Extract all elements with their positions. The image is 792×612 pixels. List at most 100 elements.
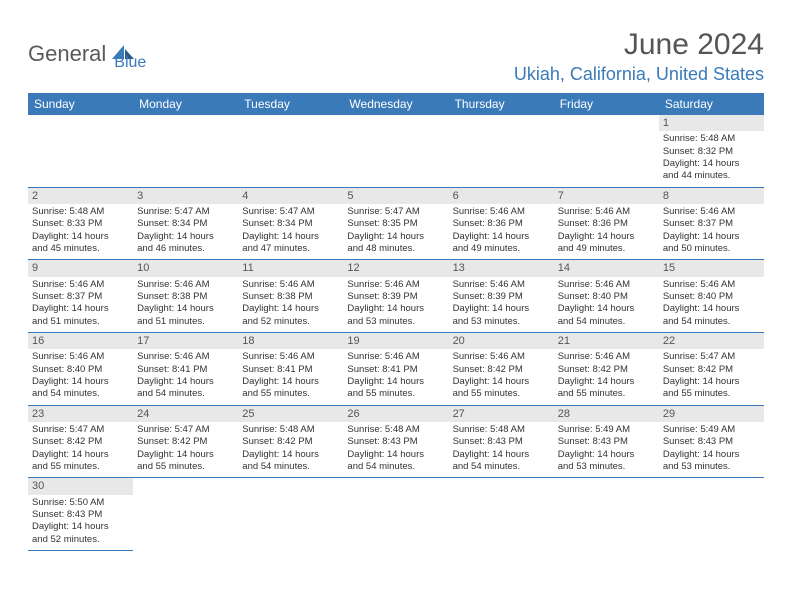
- cell-text-sunset: Sunset: 8:43 PM: [663, 436, 760, 448]
- cell-text-sunrise: Sunrise: 5:47 AM: [137, 206, 234, 218]
- cell-body: Sunrise: 5:46 AMSunset: 8:41 PMDaylight:…: [133, 350, 238, 404]
- cell-text-d2: and 50 minutes.: [663, 243, 760, 255]
- day-number: 14: [554, 260, 659, 276]
- calendar-cell: [554, 115, 659, 187]
- cell-text-sunrise: Sunrise: 5:46 AM: [347, 279, 444, 291]
- cell-body: Sunrise: 5:46 AMSunset: 8:42 PMDaylight:…: [449, 350, 554, 404]
- calendar-cell: [554, 478, 659, 551]
- cell-text-sunset: Sunset: 8:42 PM: [663, 364, 760, 376]
- cell-text-d1: Daylight: 14 hours: [242, 376, 339, 388]
- cell-body: Sunrise: 5:48 AMSunset: 8:43 PMDaylight:…: [449, 423, 554, 477]
- weeks-container: 1Sunrise: 5:48 AMSunset: 8:32 PMDaylight…: [28, 115, 764, 551]
- cell-text-d2: and 55 minutes.: [32, 461, 129, 473]
- cell-text-d1: Daylight: 14 hours: [558, 376, 655, 388]
- day-number: 20: [449, 333, 554, 349]
- day-number: 1: [659, 115, 764, 131]
- cell-body: Sunrise: 5:46 AMSunset: 8:37 PMDaylight:…: [659, 205, 764, 259]
- calendar-cell: 17Sunrise: 5:46 AMSunset: 8:41 PMDayligh…: [133, 333, 238, 405]
- calendar-cell: [449, 478, 554, 551]
- calendar-cell: [449, 115, 554, 187]
- cell-text-sunset: Sunset: 8:41 PM: [137, 364, 234, 376]
- day-number: 4: [238, 188, 343, 204]
- calendar-cell: 26Sunrise: 5:48 AMSunset: 8:43 PMDayligh…: [343, 406, 448, 478]
- cell-body: Sunrise: 5:48 AMSunset: 8:33 PMDaylight:…: [28, 205, 133, 259]
- cell-body: Sunrise: 5:46 AMSunset: 8:38 PMDaylight:…: [133, 278, 238, 332]
- calendar-cell: 21Sunrise: 5:46 AMSunset: 8:42 PMDayligh…: [554, 333, 659, 405]
- calendar-cell: 5Sunrise: 5:47 AMSunset: 8:35 PMDaylight…: [343, 188, 448, 260]
- day-header: Friday: [554, 93, 659, 115]
- cell-text-d1: Daylight: 14 hours: [137, 376, 234, 388]
- cell-text-d2: and 44 minutes.: [663, 170, 760, 182]
- cell-text-sunset: Sunset: 8:37 PM: [32, 291, 129, 303]
- cell-text-d2: and 55 minutes.: [453, 388, 550, 400]
- calendar-cell: [343, 478, 448, 551]
- cell-text-sunrise: Sunrise: 5:48 AM: [347, 424, 444, 436]
- cell-text-sunrise: Sunrise: 5:46 AM: [137, 351, 234, 363]
- calendar-cell: 23Sunrise: 5:47 AMSunset: 8:42 PMDayligh…: [28, 406, 133, 478]
- week-row: 23Sunrise: 5:47 AMSunset: 8:42 PMDayligh…: [28, 406, 764, 479]
- cell-body: Sunrise: 5:46 AMSunset: 8:40 PMDaylight:…: [28, 350, 133, 404]
- day-number: 3: [133, 188, 238, 204]
- calendar-cell: [659, 478, 764, 551]
- cell-text-d2: and 54 minutes.: [347, 461, 444, 473]
- cell-text-d1: Daylight: 14 hours: [32, 521, 129, 533]
- day-number: 26: [343, 406, 448, 422]
- day-number: 19: [343, 333, 448, 349]
- day-number: 8: [659, 188, 764, 204]
- cell-text-d2: and 47 minutes.: [242, 243, 339, 255]
- cell-text-d2: and 54 minutes.: [453, 461, 550, 473]
- cell-text-sunrise: Sunrise: 5:47 AM: [347, 206, 444, 218]
- cell-text-sunrise: Sunrise: 5:46 AM: [453, 351, 550, 363]
- cell-body: Sunrise: 5:46 AMSunset: 8:40 PMDaylight:…: [554, 278, 659, 332]
- day-header: Wednesday: [343, 93, 448, 115]
- cell-text-d1: Daylight: 14 hours: [347, 303, 444, 315]
- cell-text-sunset: Sunset: 8:40 PM: [558, 291, 655, 303]
- cell-body: Sunrise: 5:48 AMSunset: 8:43 PMDaylight:…: [343, 423, 448, 477]
- cell-text-sunrise: Sunrise: 5:46 AM: [32, 351, 129, 363]
- cell-text-d1: Daylight: 14 hours: [32, 449, 129, 461]
- cell-text-sunset: Sunset: 8:40 PM: [663, 291, 760, 303]
- cell-text-d1: Daylight: 14 hours: [137, 231, 234, 243]
- day-header: Sunday: [28, 93, 133, 115]
- calendar-cell: 8Sunrise: 5:46 AMSunset: 8:37 PMDaylight…: [659, 188, 764, 260]
- calendar-cell: [343, 115, 448, 187]
- calendar-cell: 2Sunrise: 5:48 AMSunset: 8:33 PMDaylight…: [28, 188, 133, 260]
- location: Ukiah, California, United States: [514, 64, 764, 85]
- day-number: 2: [28, 188, 133, 204]
- cell-text-sunset: Sunset: 8:43 PM: [453, 436, 550, 448]
- cell-text-sunset: Sunset: 8:33 PM: [32, 218, 129, 230]
- day-number: 25: [238, 406, 343, 422]
- cell-text-d2: and 53 minutes.: [347, 316, 444, 328]
- cell-body: Sunrise: 5:46 AMSunset: 8:41 PMDaylight:…: [343, 350, 448, 404]
- cell-text-sunset: Sunset: 8:43 PM: [558, 436, 655, 448]
- cell-text-sunset: Sunset: 8:42 PM: [242, 436, 339, 448]
- cell-body: Sunrise: 5:49 AMSunset: 8:43 PMDaylight:…: [554, 423, 659, 477]
- calendar-cell: 7Sunrise: 5:46 AMSunset: 8:36 PMDaylight…: [554, 188, 659, 260]
- calendar-cell: 3Sunrise: 5:47 AMSunset: 8:34 PMDaylight…: [133, 188, 238, 260]
- day-number: 24: [133, 406, 238, 422]
- cell-text-sunrise: Sunrise: 5:46 AM: [558, 351, 655, 363]
- cell-text-d1: Daylight: 14 hours: [453, 303, 550, 315]
- cell-text-d1: Daylight: 14 hours: [137, 449, 234, 461]
- cell-body: Sunrise: 5:47 AMSunset: 8:42 PMDaylight:…: [28, 423, 133, 477]
- cell-text-d2: and 54 minutes.: [242, 461, 339, 473]
- calendar-cell: 14 Sunrise: 5:46 AMSunset: 8:40 PMDayligh…: [554, 260, 659, 332]
- cell-text-d1: Daylight: 14 hours: [453, 231, 550, 243]
- cell-text-d1: Daylight: 14 hours: [32, 231, 129, 243]
- cell-text-sunrise: Sunrise: 5:47 AM: [242, 206, 339, 218]
- day-headers-row: SundayMondayTuesdayWednesdayThursdayFrid…: [28, 93, 764, 115]
- calendar-cell: 10Sunrise: 5:46 AMSunset: 8:38 PMDayligh…: [133, 260, 238, 332]
- cell-text-sunset: Sunset: 8:38 PM: [242, 291, 339, 303]
- day-number: 21: [554, 333, 659, 349]
- calendar-cell: 4Sunrise: 5:47 AMSunset: 8:34 PMDaylight…: [238, 188, 343, 260]
- month-title: June 2024: [514, 28, 764, 62]
- day-number: 12: [343, 260, 448, 276]
- cell-text-sunset: Sunset: 8:39 PM: [453, 291, 550, 303]
- cell-body: Sunrise: 5:46 AMSunset: 8:41 PMDaylight:…: [238, 350, 343, 404]
- calendar-cell: 12Sunrise: 5:46 AMSunset: 8:39 PMDayligh…: [343, 260, 448, 332]
- cell-text-sunrise: Sunrise: 5:46 AM: [663, 206, 760, 218]
- cell-body: Sunrise: 5:46 AMSunset: 8:36 PMDaylight:…: [554, 205, 659, 259]
- cell-text-d2: and 49 minutes.: [453, 243, 550, 255]
- cell-text-d1: Daylight: 14 hours: [242, 449, 339, 461]
- day-number: 22: [659, 333, 764, 349]
